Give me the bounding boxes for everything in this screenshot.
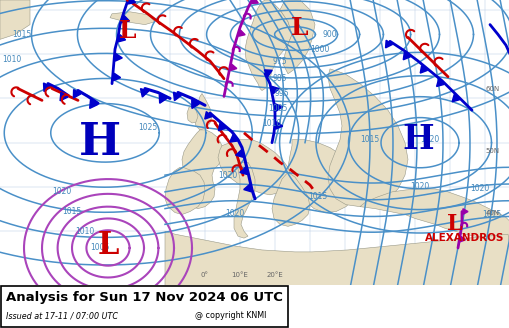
Text: 1005: 1005 xyxy=(268,104,287,113)
Polygon shape xyxy=(385,40,392,48)
Text: 1000: 1000 xyxy=(309,45,329,54)
Text: 1010: 1010 xyxy=(75,227,95,236)
Text: 1015: 1015 xyxy=(308,192,327,201)
Polygon shape xyxy=(118,35,125,42)
Text: 900: 900 xyxy=(322,30,336,39)
Polygon shape xyxy=(115,54,122,61)
Text: 1005: 1005 xyxy=(90,243,109,253)
Polygon shape xyxy=(327,69,407,207)
Polygon shape xyxy=(110,12,155,25)
Polygon shape xyxy=(165,231,509,285)
Polygon shape xyxy=(243,184,250,192)
Polygon shape xyxy=(403,52,410,60)
Text: 1020: 1020 xyxy=(419,135,439,144)
Text: L: L xyxy=(97,231,119,261)
Text: 1010: 1010 xyxy=(3,54,21,64)
Text: Analysis for Sun 17 Nov 2024 06 UTC: Analysis for Sun 17 Nov 2024 06 UTC xyxy=(6,291,282,304)
Text: 985: 985 xyxy=(272,74,287,83)
Text: 10°E: 10°E xyxy=(231,273,248,278)
Polygon shape xyxy=(235,150,243,157)
Polygon shape xyxy=(459,236,465,242)
Text: 50N: 50N xyxy=(485,148,499,154)
Polygon shape xyxy=(436,79,443,87)
Polygon shape xyxy=(187,106,197,123)
Polygon shape xyxy=(279,0,315,74)
Text: L: L xyxy=(446,213,462,236)
Text: L: L xyxy=(291,15,308,40)
Bar xyxy=(1,286,288,327)
Polygon shape xyxy=(90,100,97,108)
Polygon shape xyxy=(271,172,309,226)
Polygon shape xyxy=(275,104,282,111)
Text: ALEXANDROS: ALEXANDROS xyxy=(425,233,504,243)
Polygon shape xyxy=(217,140,292,195)
Text: 1015: 1015 xyxy=(62,207,81,216)
Text: 1015: 1015 xyxy=(12,30,32,39)
Polygon shape xyxy=(159,95,166,103)
Polygon shape xyxy=(165,167,205,215)
Polygon shape xyxy=(462,209,467,215)
Polygon shape xyxy=(114,73,120,81)
Text: 975: 975 xyxy=(272,56,287,66)
Polygon shape xyxy=(73,90,81,98)
Text: Issued at 17-11 / 07:00 UTC: Issued at 17-11 / 07:00 UTC xyxy=(6,311,118,320)
Text: 1020: 1020 xyxy=(410,182,429,192)
Polygon shape xyxy=(264,70,272,77)
Polygon shape xyxy=(122,15,129,23)
Polygon shape xyxy=(251,0,258,3)
Text: 40N: 40N xyxy=(485,210,499,215)
Polygon shape xyxy=(230,135,237,142)
Polygon shape xyxy=(230,64,236,71)
Text: 1020: 1020 xyxy=(52,187,71,196)
Polygon shape xyxy=(275,122,282,129)
Text: 1015: 1015 xyxy=(482,210,501,219)
Polygon shape xyxy=(43,83,51,92)
Polygon shape xyxy=(60,92,68,101)
Text: 60N: 60N xyxy=(485,86,499,92)
Polygon shape xyxy=(238,30,245,36)
Text: @ copyright KNMI: @ copyright KNMI xyxy=(194,311,266,320)
Text: 1015: 1015 xyxy=(360,135,379,144)
Text: 1025: 1025 xyxy=(138,123,157,133)
Text: 1020: 1020 xyxy=(218,171,237,180)
Text: H: H xyxy=(79,121,121,164)
Text: 20°E: 20°E xyxy=(266,273,283,278)
Polygon shape xyxy=(244,0,292,91)
Polygon shape xyxy=(234,162,254,238)
Text: 1010: 1010 xyxy=(262,118,281,128)
Polygon shape xyxy=(193,93,212,130)
Text: 0°: 0° xyxy=(201,273,209,278)
Polygon shape xyxy=(419,66,427,73)
Polygon shape xyxy=(271,86,278,94)
Text: H: H xyxy=(402,123,433,156)
Polygon shape xyxy=(191,100,199,109)
Text: 1020: 1020 xyxy=(225,209,244,218)
Polygon shape xyxy=(204,112,212,119)
Polygon shape xyxy=(140,89,149,97)
Polygon shape xyxy=(173,92,181,101)
Polygon shape xyxy=(128,0,135,4)
Text: L: L xyxy=(119,19,136,44)
Polygon shape xyxy=(359,189,509,242)
Polygon shape xyxy=(288,140,357,213)
Polygon shape xyxy=(451,94,459,102)
Polygon shape xyxy=(239,167,247,174)
Polygon shape xyxy=(0,0,30,39)
Text: 995: 995 xyxy=(274,89,289,98)
Polygon shape xyxy=(218,123,225,131)
Text: 1020: 1020 xyxy=(469,184,489,194)
Polygon shape xyxy=(182,130,223,209)
